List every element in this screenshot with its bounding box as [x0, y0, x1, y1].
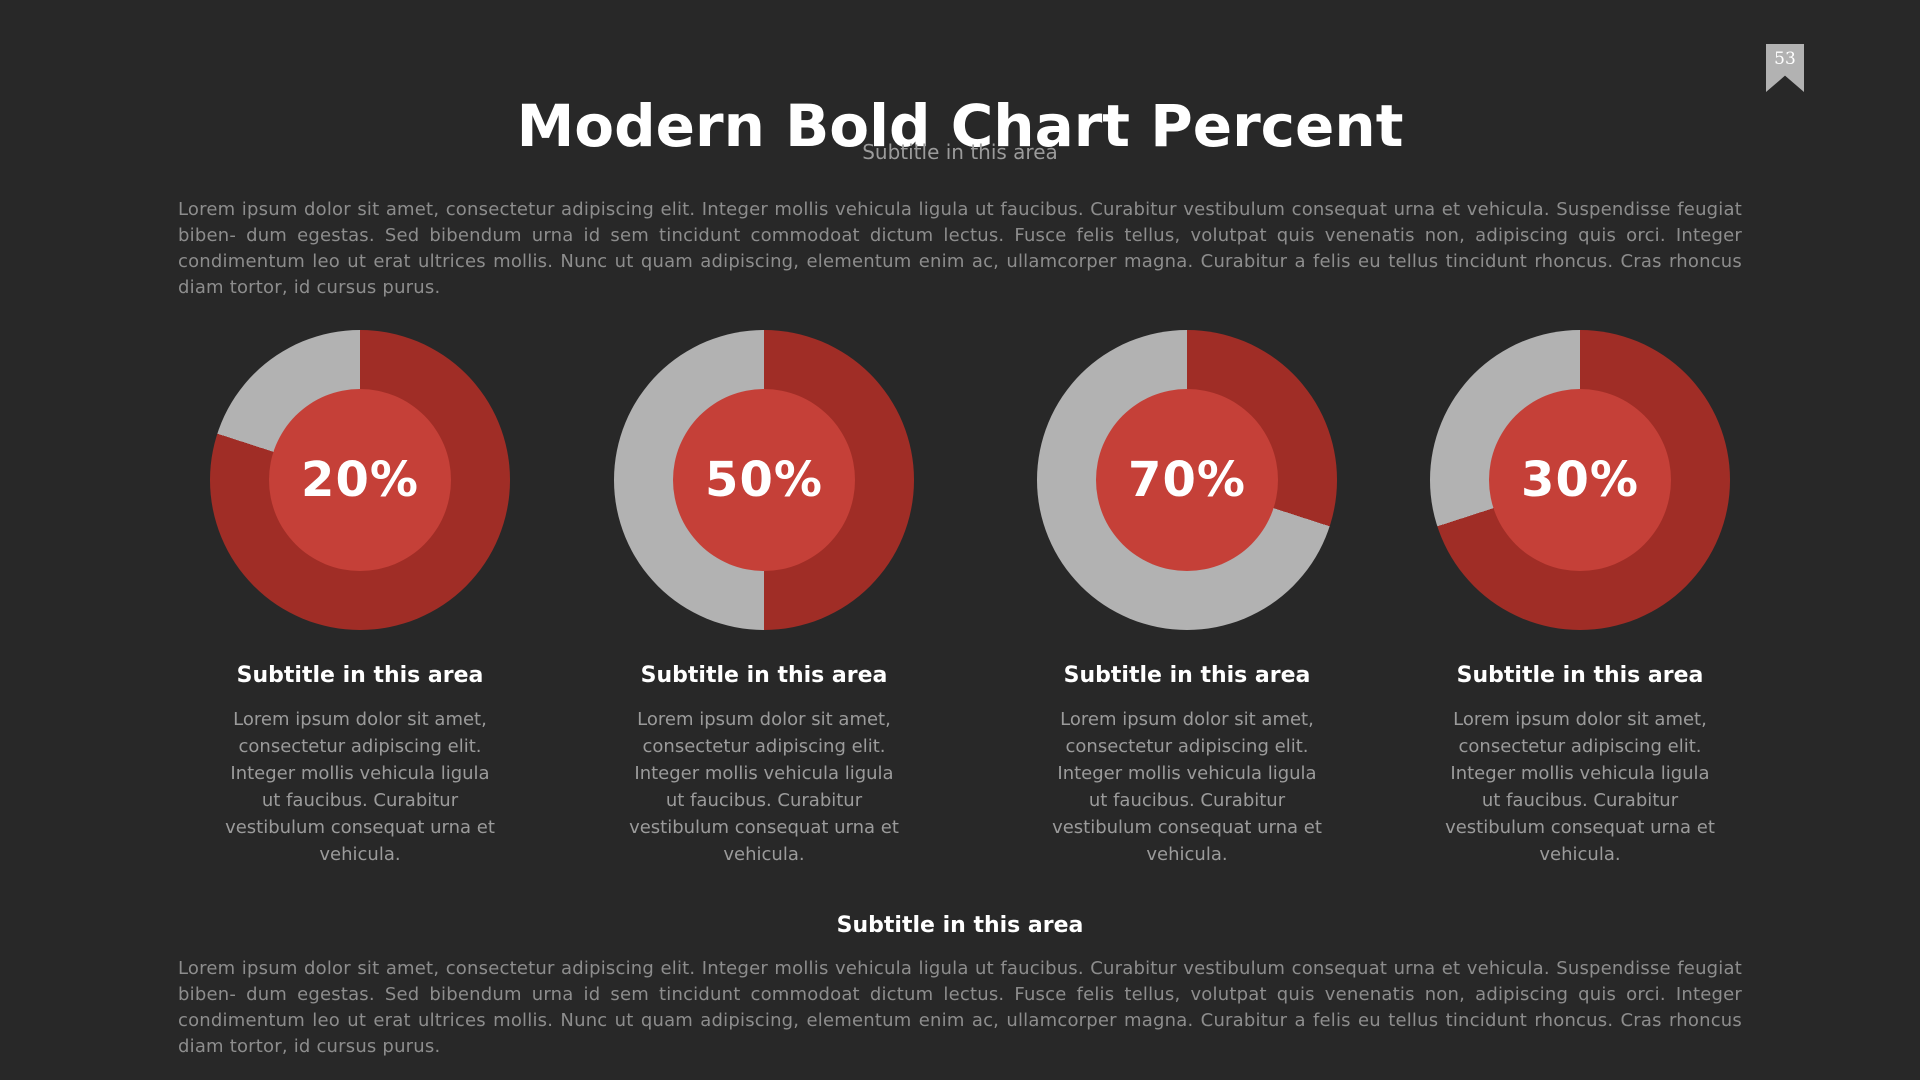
page-subtitle: Subtitle in this area [862, 140, 1058, 164]
chart-column: 50% Subtitle in this area Lorem ipsum do… [594, 330, 934, 868]
donut-hub: 50% [673, 389, 855, 571]
slide-number-badge: 53 [1766, 44, 1804, 92]
chart-description: Lorem ipsum dolor sit amet, consectetur … [629, 709, 899, 865]
chart-description: Lorem ipsum dolor sit amet, consectetur … [1445, 709, 1715, 865]
page-title: Modern Bold Chart Percent [516, 91, 1404, 160]
chart-caption: Subtitle in this area [1063, 663, 1311, 688]
chart-description: Lorem ipsum dolor sit amet, consectetur … [1052, 709, 1322, 865]
donut-hub: 30% [1489, 389, 1671, 571]
percent-label: 30% [1521, 452, 1639, 508]
percent-label: 50% [705, 452, 823, 508]
chart-column: 70% Subtitle in this area Lorem ipsum do… [1017, 330, 1357, 868]
donut-chart: 70% [1037, 330, 1337, 630]
donut-hub: 70% [1096, 389, 1278, 571]
chart-caption: Subtitle in this area [1456, 663, 1704, 688]
chart-caption: Subtitle in this area [640, 663, 888, 688]
percent-label: 20% [301, 452, 419, 508]
footer-heading: Subtitle in this area [836, 913, 1084, 938]
chart-caption: Subtitle in this area [236, 663, 484, 688]
intro-paragraph: Lorem ipsum dolor sit amet, consectetur … [178, 199, 1742, 298]
donut-chart: 50% [614, 330, 914, 630]
donut-chart: 30% [1430, 330, 1730, 630]
chart-column: 30% Subtitle in this area Lorem ipsum do… [1410, 330, 1750, 868]
donut-hub: 20% [269, 389, 451, 571]
slide-number: 53 [1774, 49, 1796, 69]
chart-description: Lorem ipsum dolor sit amet, consectetur … [225, 709, 495, 865]
chart-column: 20% Subtitle in this area Lorem ipsum do… [190, 330, 530, 868]
footer-paragraph: Lorem ipsum dolor sit amet, consectetur … [178, 958, 1742, 1057]
donut-chart: 20% [210, 330, 510, 630]
percent-label: 70% [1128, 452, 1246, 508]
